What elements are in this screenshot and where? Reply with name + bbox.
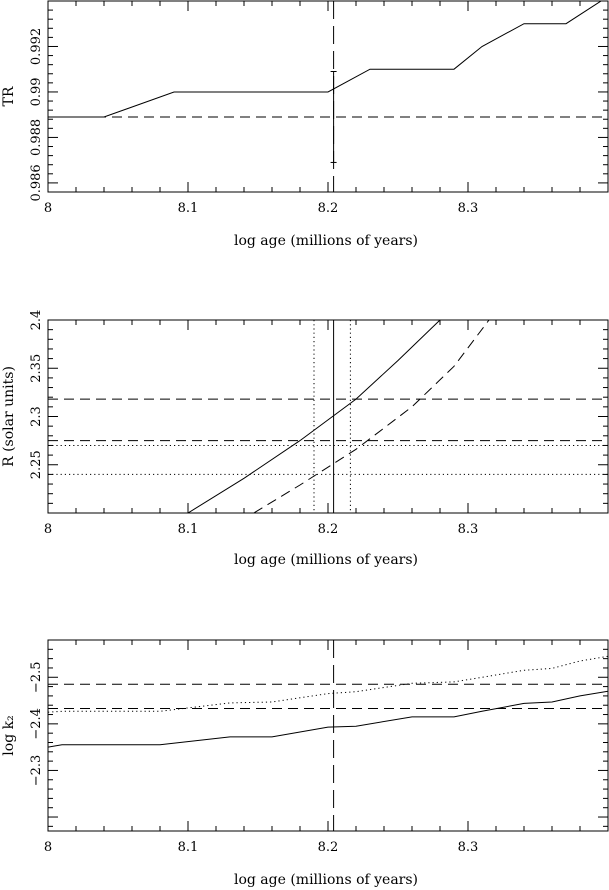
y-tick-label: −2.4	[29, 708, 44, 740]
series-line-solid	[187, 320, 441, 513]
x-tick-label: 8.3	[458, 522, 479, 537]
x-tick-label: 8.1	[178, 522, 199, 537]
x-tick-label: 8.3	[458, 840, 479, 855]
y-axis-label: log k₂	[1, 715, 17, 755]
y-tick-label: 0.992	[29, 28, 44, 65]
y-tick-label: 0.988	[29, 119, 44, 156]
data-area	[48, 1, 608, 192]
x-axis-label: log age (millions of years)	[234, 233, 418, 249]
x-tick-label: 8	[44, 840, 52, 855]
y-tick-label: −2.3	[29, 755, 44, 787]
series-line-solid	[48, 1, 602, 118]
series-line-solid	[48, 690, 608, 748]
y-tick-label: 2.25	[29, 450, 44, 479]
plot-frame	[47, 0, 609, 193]
data-area	[48, 640, 608, 831]
y-tick-label: 2.4	[29, 310, 44, 331]
y-tick-label: 2.35	[29, 354, 44, 383]
y-tick-label: 0.986	[29, 164, 44, 201]
y-axis-label: TR	[1, 86, 17, 106]
series-line-dashed	[253, 320, 490, 513]
x-tick-label: 8.1	[178, 840, 199, 855]
x-axis-label: log age (millions of years)	[234, 872, 418, 888]
panel-radius: 8 8.1 8.2 8.3 2.25 2.3 2.35 2.4 log age (million…	[1, 310, 609, 568]
y-tick-label: 2.3	[29, 406, 44, 427]
x-tick-label: 8.2	[318, 522, 339, 537]
plot-frame	[47, 639, 609, 832]
x-tick-label: 8	[44, 522, 52, 537]
data-area	[48, 320, 608, 513]
y-tick-label: 0.99	[29, 77, 44, 106]
x-tick-label: 8.2	[318, 201, 339, 216]
y-tick-label: −2.5	[29, 661, 44, 693]
x-tick-label: 8.3	[458, 201, 479, 216]
x-tick-label: 8	[44, 201, 52, 216]
panel-tr: 8 8.1 8.2 8.3 0.986 0.988 0.99 0.992 log age (mi…	[1, 0, 609, 249]
y-axis-label: R (solar units)	[1, 366, 17, 467]
panel-log-k2: 8 8.1 8.2 8.3 −2.5 −2.4 −2.3 log age (millions …	[1, 639, 609, 888]
x-tick-label: 8.1	[178, 201, 199, 216]
plot-frame	[47, 319, 609, 514]
x-tick-label: 8.2	[318, 840, 339, 855]
x-axis-label: log age (millions of years)	[234, 552, 418, 568]
